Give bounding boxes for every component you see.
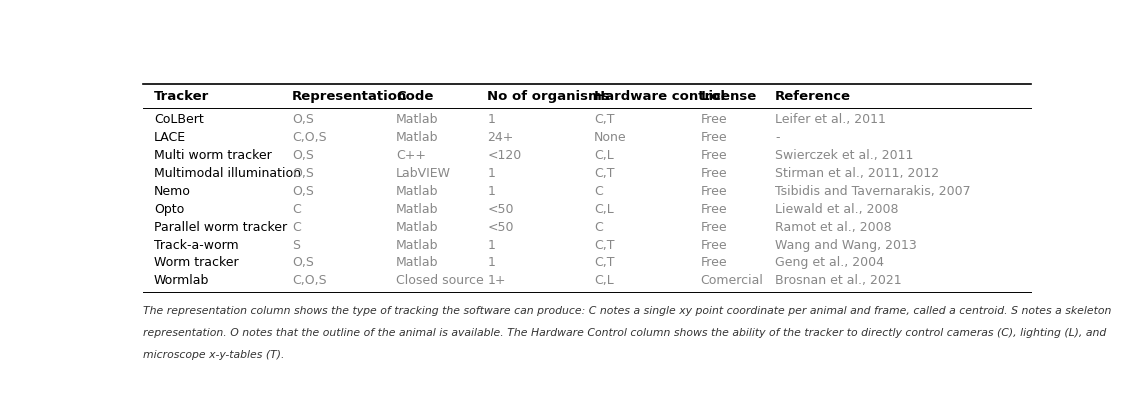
Text: C,T: C,T bbox=[594, 256, 615, 269]
Text: Reference: Reference bbox=[775, 90, 851, 103]
Text: Wormlab: Wormlab bbox=[153, 275, 210, 287]
Text: Free: Free bbox=[701, 113, 727, 126]
Text: C: C bbox=[594, 220, 602, 233]
Text: Matlab: Matlab bbox=[396, 220, 439, 233]
Text: O,S: O,S bbox=[292, 167, 314, 180]
Text: C++: C++ bbox=[396, 149, 426, 162]
Text: CoLBert: CoLBert bbox=[153, 113, 204, 126]
Text: Geng et al., 2004: Geng et al., 2004 bbox=[775, 256, 884, 269]
Text: <120: <120 bbox=[488, 149, 522, 162]
Text: Matlab: Matlab bbox=[396, 203, 439, 216]
Text: O,S: O,S bbox=[292, 185, 314, 198]
Text: Free: Free bbox=[701, 131, 727, 144]
Text: <50: <50 bbox=[488, 220, 514, 233]
Text: C,T: C,T bbox=[594, 167, 615, 180]
Text: O,S: O,S bbox=[292, 149, 314, 162]
Text: Free: Free bbox=[701, 167, 727, 180]
Text: <50: <50 bbox=[488, 203, 514, 216]
Text: Closed source: Closed source bbox=[396, 275, 484, 287]
Text: License: License bbox=[701, 90, 757, 103]
Text: C,L: C,L bbox=[594, 203, 614, 216]
Text: 1+: 1+ bbox=[488, 275, 506, 287]
Text: Wang and Wang, 2013: Wang and Wang, 2013 bbox=[775, 239, 917, 252]
Text: Representation: Representation bbox=[292, 90, 408, 103]
Text: C,O,S: C,O,S bbox=[292, 131, 326, 144]
Text: microscope x-y-tables (T).: microscope x-y-tables (T). bbox=[143, 350, 285, 360]
Text: Track-a-worm: Track-a-worm bbox=[153, 239, 238, 252]
Text: Multimodal illumination: Multimodal illumination bbox=[153, 167, 301, 180]
Text: Tsibidis and Tavernarakis, 2007: Tsibidis and Tavernarakis, 2007 bbox=[775, 185, 971, 198]
Text: Free: Free bbox=[701, 256, 727, 269]
Text: Matlab: Matlab bbox=[396, 131, 439, 144]
Text: Hardware control: Hardware control bbox=[594, 90, 725, 103]
Text: LACE: LACE bbox=[153, 131, 185, 144]
Text: Free: Free bbox=[701, 239, 727, 252]
Text: -: - bbox=[775, 131, 780, 144]
Text: Brosnan et al., 2021: Brosnan et al., 2021 bbox=[775, 275, 901, 287]
Text: Ramot et al., 2008: Ramot et al., 2008 bbox=[775, 220, 892, 233]
Text: Free: Free bbox=[701, 220, 727, 233]
Text: S: S bbox=[292, 239, 300, 252]
Text: Nemo: Nemo bbox=[153, 185, 191, 198]
Text: C,L: C,L bbox=[594, 149, 614, 162]
Text: 1: 1 bbox=[488, 167, 496, 180]
Text: C,T: C,T bbox=[594, 113, 615, 126]
Text: Free: Free bbox=[701, 149, 727, 162]
Text: Worm tracker: Worm tracker bbox=[153, 256, 238, 269]
Text: Free: Free bbox=[701, 185, 727, 198]
Text: 1: 1 bbox=[488, 256, 496, 269]
Text: C,L: C,L bbox=[594, 275, 614, 287]
Text: No of organisms: No of organisms bbox=[488, 90, 610, 103]
Text: C: C bbox=[594, 185, 602, 198]
Text: Code: Code bbox=[396, 90, 434, 103]
Text: Comercial: Comercial bbox=[701, 275, 764, 287]
Text: Multi worm tracker: Multi worm tracker bbox=[153, 149, 271, 162]
Text: C: C bbox=[292, 203, 301, 216]
Text: 1: 1 bbox=[488, 113, 496, 126]
Text: C: C bbox=[292, 220, 301, 233]
Text: None: None bbox=[594, 131, 626, 144]
Text: Free: Free bbox=[701, 203, 727, 216]
Text: Opto: Opto bbox=[153, 203, 184, 216]
Text: 1: 1 bbox=[488, 185, 496, 198]
Text: Stirman et al., 2011, 2012: Stirman et al., 2011, 2012 bbox=[775, 167, 939, 180]
Text: C,O,S: C,O,S bbox=[292, 275, 326, 287]
Text: representation. O notes that the outline of the animal is available. The Hardwar: representation. O notes that the outline… bbox=[143, 328, 1106, 338]
Text: O,S: O,S bbox=[292, 256, 314, 269]
Text: Matlab: Matlab bbox=[396, 113, 439, 126]
Text: The representation column shows the type of tracking the software can produce: C: The representation column shows the type… bbox=[143, 306, 1112, 316]
Text: Liewald et al., 2008: Liewald et al., 2008 bbox=[775, 203, 899, 216]
Text: Matlab: Matlab bbox=[396, 239, 439, 252]
Text: Leifer et al., 2011: Leifer et al., 2011 bbox=[775, 113, 886, 126]
Text: Matlab: Matlab bbox=[396, 185, 439, 198]
Text: Matlab: Matlab bbox=[396, 256, 439, 269]
Text: LabVIEW: LabVIEW bbox=[396, 167, 451, 180]
Text: Parallel worm tracker: Parallel worm tracker bbox=[153, 220, 287, 233]
Text: 1: 1 bbox=[488, 239, 496, 252]
Text: O,S: O,S bbox=[292, 113, 314, 126]
Text: C,T: C,T bbox=[594, 239, 615, 252]
Text: Swierczek et al., 2011: Swierczek et al., 2011 bbox=[775, 149, 914, 162]
Text: 24+: 24+ bbox=[488, 131, 514, 144]
Text: Tracker: Tracker bbox=[153, 90, 210, 103]
